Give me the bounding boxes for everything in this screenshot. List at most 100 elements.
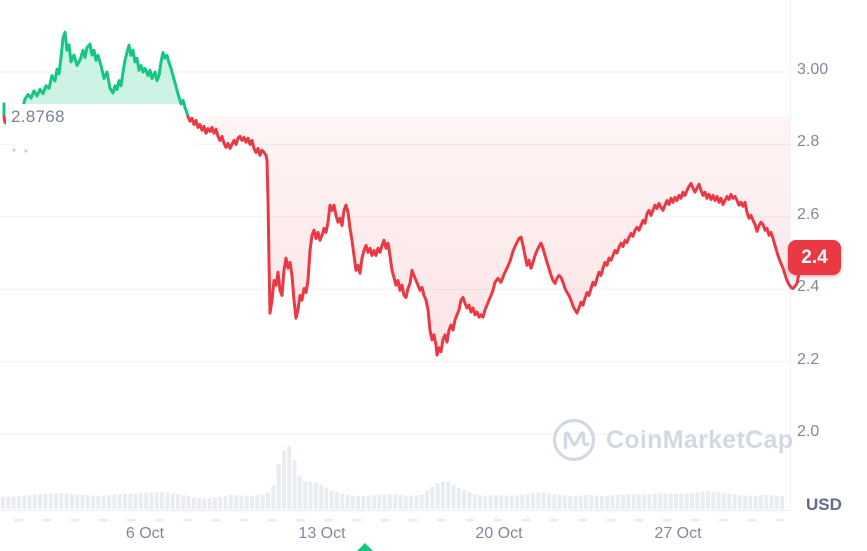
- volume-bar: [170, 493, 175, 509]
- volume-bar: [234, 495, 239, 509]
- volume-bar: [764, 495, 769, 509]
- date-tick: [126, 519, 136, 522]
- volume-bar: [716, 492, 721, 509]
- volume-bar: [382, 494, 387, 509]
- volume-bar: [705, 491, 710, 509]
- volume-bar: [11, 496, 16, 509]
- date-tick: [662, 519, 672, 522]
- x-axis-label-13-Oct: 13 Oct: [298, 525, 346, 542]
- volume-bar: [605, 495, 610, 509]
- volume-bar: [462, 489, 467, 509]
- volume-bar: [621, 494, 626, 509]
- volume-bar: [223, 495, 228, 509]
- volume-bar: [165, 492, 170, 509]
- volume-bar: [679, 493, 684, 509]
- volume-bar: [80, 495, 85, 509]
- volume-bar: [340, 493, 345, 509]
- volume-bar: [191, 497, 196, 509]
- volume-bar: [387, 494, 392, 509]
- volume-bar: [48, 493, 53, 509]
- volume-bar: [721, 493, 726, 509]
- volume-bar: [451, 484, 456, 509]
- volume-bar: [133, 493, 138, 509]
- volume-bar: [313, 482, 318, 509]
- volume-bar: [732, 494, 737, 509]
- y-axis-label-2.2: 2.2: [797, 351, 820, 368]
- date-tick: [98, 519, 108, 522]
- volume-bar: [573, 495, 578, 509]
- volume-bar: [658, 493, 663, 509]
- volume-bar: [546, 493, 551, 509]
- date-tick: [211, 519, 221, 522]
- volume-bar: [117, 494, 122, 509]
- volume-bar: [743, 495, 747, 509]
- volume-bar: [1, 496, 5, 509]
- volume-bar: [292, 460, 297, 509]
- date-tick: [634, 519, 644, 522]
- volume-bar: [202, 498, 207, 509]
- volume-bar: [780, 496, 785, 509]
- volume-bar: [228, 495, 233, 509]
- volume-bar: [446, 481, 451, 509]
- volume-bar: [213, 497, 217, 509]
- volume-bar: [128, 493, 133, 509]
- date-tick: [606, 519, 616, 522]
- baseline-dot: [12, 148, 16, 152]
- volume-bar: [149, 492, 154, 509]
- date-tick: [690, 519, 700, 522]
- volume-bar: [684, 493, 689, 509]
- date-tick: [380, 519, 390, 522]
- volume-bar: [509, 496, 514, 509]
- volume-bar: [96, 495, 101, 509]
- volume-bar: [525, 493, 530, 509]
- volume-bar: [674, 493, 679, 509]
- volume-bar: [493, 495, 498, 509]
- currency-unit-label: USD: [806, 495, 842, 514]
- volume-bar: [541, 492, 546, 509]
- volume-bar: [488, 495, 493, 509]
- volume-bar: [531, 493, 535, 509]
- volume-bar: [393, 494, 398, 509]
- volume-bar: [536, 492, 541, 509]
- volume-bar: [32, 494, 37, 509]
- volume-bar: [578, 495, 583, 509]
- volume-bar: [276, 464, 281, 509]
- volume-bar: [160, 492, 164, 509]
- volume-bar: [218, 496, 223, 509]
- date-tick: [352, 519, 362, 522]
- volume-bar: [101, 495, 106, 509]
- volume-bar: [266, 492, 270, 509]
- volume-bar: [774, 495, 779, 509]
- date-tick: [70, 519, 80, 522]
- volume-bar: [59, 493, 64, 509]
- volume-bar: [594, 495, 599, 509]
- volume-bar: [419, 495, 424, 509]
- volume-bar: [54, 493, 58, 509]
- date-tick: [493, 519, 503, 522]
- volume-bar: [281, 450, 286, 509]
- date-tick: [719, 519, 728, 522]
- date-tick: [549, 519, 559, 522]
- volume-bar: [207, 498, 212, 509]
- x-axis-label-20-Oct: 20 Oct: [475, 525, 523, 542]
- volume-bar: [64, 493, 69, 509]
- volume-bar: [181, 495, 186, 509]
- volume-bar: [377, 494, 382, 509]
- x-axis-label-6-Oct: 6 Oct: [125, 525, 165, 542]
- volume-bar: [27, 495, 32, 510]
- date-tick: [747, 519, 757, 522]
- volume-bar: [144, 492, 149, 509]
- volume-bar: [122, 493, 127, 509]
- volume-bar: [112, 494, 117, 509]
- date-tick: [578, 519, 587, 522]
- volume-bar: [414, 495, 419, 509]
- volume-bar: [435, 482, 440, 509]
- volume-bar: [647, 494, 652, 509]
- baseline-price-label: 2.8768: [11, 107, 65, 126]
- volume-bar: [690, 493, 694, 509]
- x-axis-label-27-Oct: 27 Oct: [654, 525, 702, 542]
- baseline-label-plate: [6, 104, 207, 145]
- volume-bar: [472, 494, 477, 509]
- volume-bar: [308, 481, 313, 509]
